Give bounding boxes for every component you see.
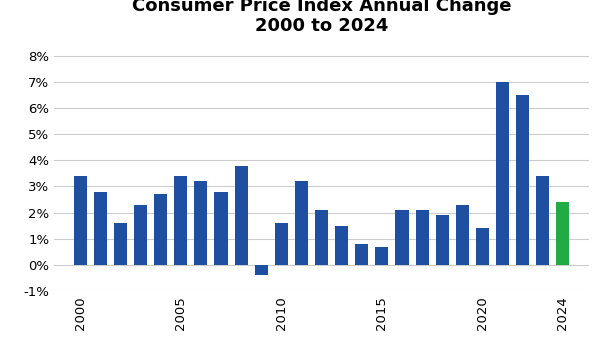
Bar [275, 223, 288, 265]
Bar [315, 210, 328, 265]
Bar [215, 192, 228, 265]
Bar [255, 265, 267, 275]
Bar [154, 194, 167, 265]
Bar [295, 181, 308, 265]
Bar [335, 226, 348, 265]
Bar [496, 82, 509, 265]
Bar [194, 181, 207, 265]
Bar [476, 228, 489, 265]
Bar [234, 165, 248, 265]
Bar [134, 205, 147, 265]
Title: Consumer Price Index Annual Change
2000 to 2024: Consumer Price Index Annual Change 2000 … [132, 0, 511, 36]
Bar [94, 192, 107, 265]
Bar [174, 176, 188, 265]
Bar [376, 247, 388, 265]
Bar [436, 215, 449, 265]
Bar [557, 202, 569, 265]
Bar [456, 205, 469, 265]
Bar [114, 223, 127, 265]
Bar [355, 244, 368, 265]
Bar [415, 210, 429, 265]
Bar [516, 95, 529, 265]
Bar [74, 176, 87, 265]
Bar [395, 210, 409, 265]
Bar [536, 176, 549, 265]
